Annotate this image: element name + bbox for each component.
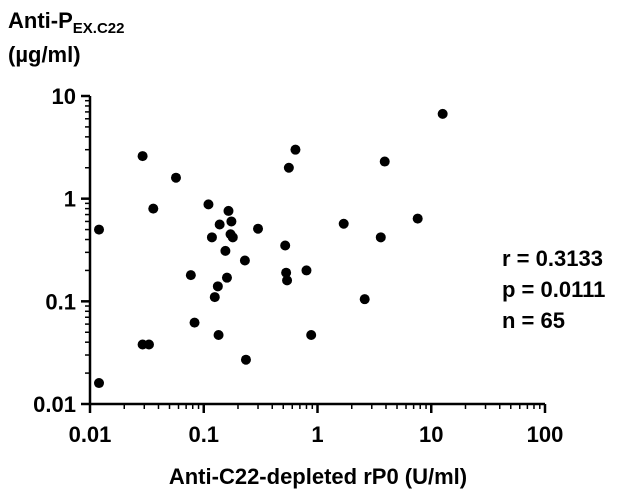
data-point <box>437 108 448 119</box>
y-axis-label-main: Anti-P <box>8 8 73 33</box>
data-point <box>379 156 390 167</box>
data-point <box>375 232 386 243</box>
data-point <box>170 172 181 183</box>
data-point <box>94 378 105 389</box>
data-point <box>227 232 238 243</box>
x-tick-label: 10 <box>419 422 443 447</box>
data-point <box>412 213 423 224</box>
data-point <box>290 144 301 155</box>
data-point <box>221 272 232 283</box>
y-axis-label-subscript: EX.C22 <box>72 20 125 37</box>
x-tick-label: 0.01 <box>69 422 112 447</box>
data-point <box>359 294 370 305</box>
data-point <box>239 255 250 266</box>
data-point <box>338 218 349 229</box>
stats-r: r = 0.3133 <box>502 246 603 271</box>
data-point <box>240 354 251 365</box>
y-tick-label: 0.01 <box>33 392 76 417</box>
data-point <box>226 216 237 227</box>
stats-p: p = 0.0111 <box>502 277 606 302</box>
y-axis-label-unit: (µg/ml) <box>8 42 81 67</box>
data-point <box>301 265 312 276</box>
x-tick-label: 0.1 <box>188 422 219 447</box>
data-points <box>94 108 448 389</box>
x-axis-label: Anti-C22-depleted rP0 (U/ml) <box>169 464 467 489</box>
data-point <box>143 339 154 350</box>
stats-n: n = 65 <box>502 308 565 333</box>
y-axis-label: Anti-PEX.C22 (µg/ml) <box>8 8 124 68</box>
data-point <box>214 219 225 230</box>
y-tick-label: 10 <box>52 84 76 109</box>
data-point <box>223 205 234 216</box>
ticks: 0.01 0.1 1 10 0.01 0.1 1 10 100 <box>33 84 563 447</box>
y-tick-label: 1 <box>64 187 76 212</box>
data-point <box>212 281 223 292</box>
x-tick-label: 1 <box>311 422 323 447</box>
data-point <box>137 151 148 162</box>
axes <box>88 96 545 406</box>
data-point <box>281 267 292 278</box>
data-point <box>282 275 293 286</box>
data-point <box>220 245 231 256</box>
data-point <box>206 232 217 243</box>
data-point <box>185 270 196 281</box>
data-point <box>209 292 220 303</box>
data-point <box>280 240 291 251</box>
data-point <box>148 203 159 214</box>
data-point <box>283 162 294 173</box>
data-point <box>189 317 200 328</box>
x-tick-label: 100 <box>527 422 564 447</box>
data-point <box>306 329 317 340</box>
data-point <box>203 199 214 210</box>
data-point <box>213 329 224 340</box>
y-tick-label: 0.1 <box>45 289 76 314</box>
data-point <box>94 224 105 235</box>
data-point <box>253 223 264 234</box>
stats-box: r = 0.3133 p = 0.0111 n = 65 <box>502 243 605 336</box>
